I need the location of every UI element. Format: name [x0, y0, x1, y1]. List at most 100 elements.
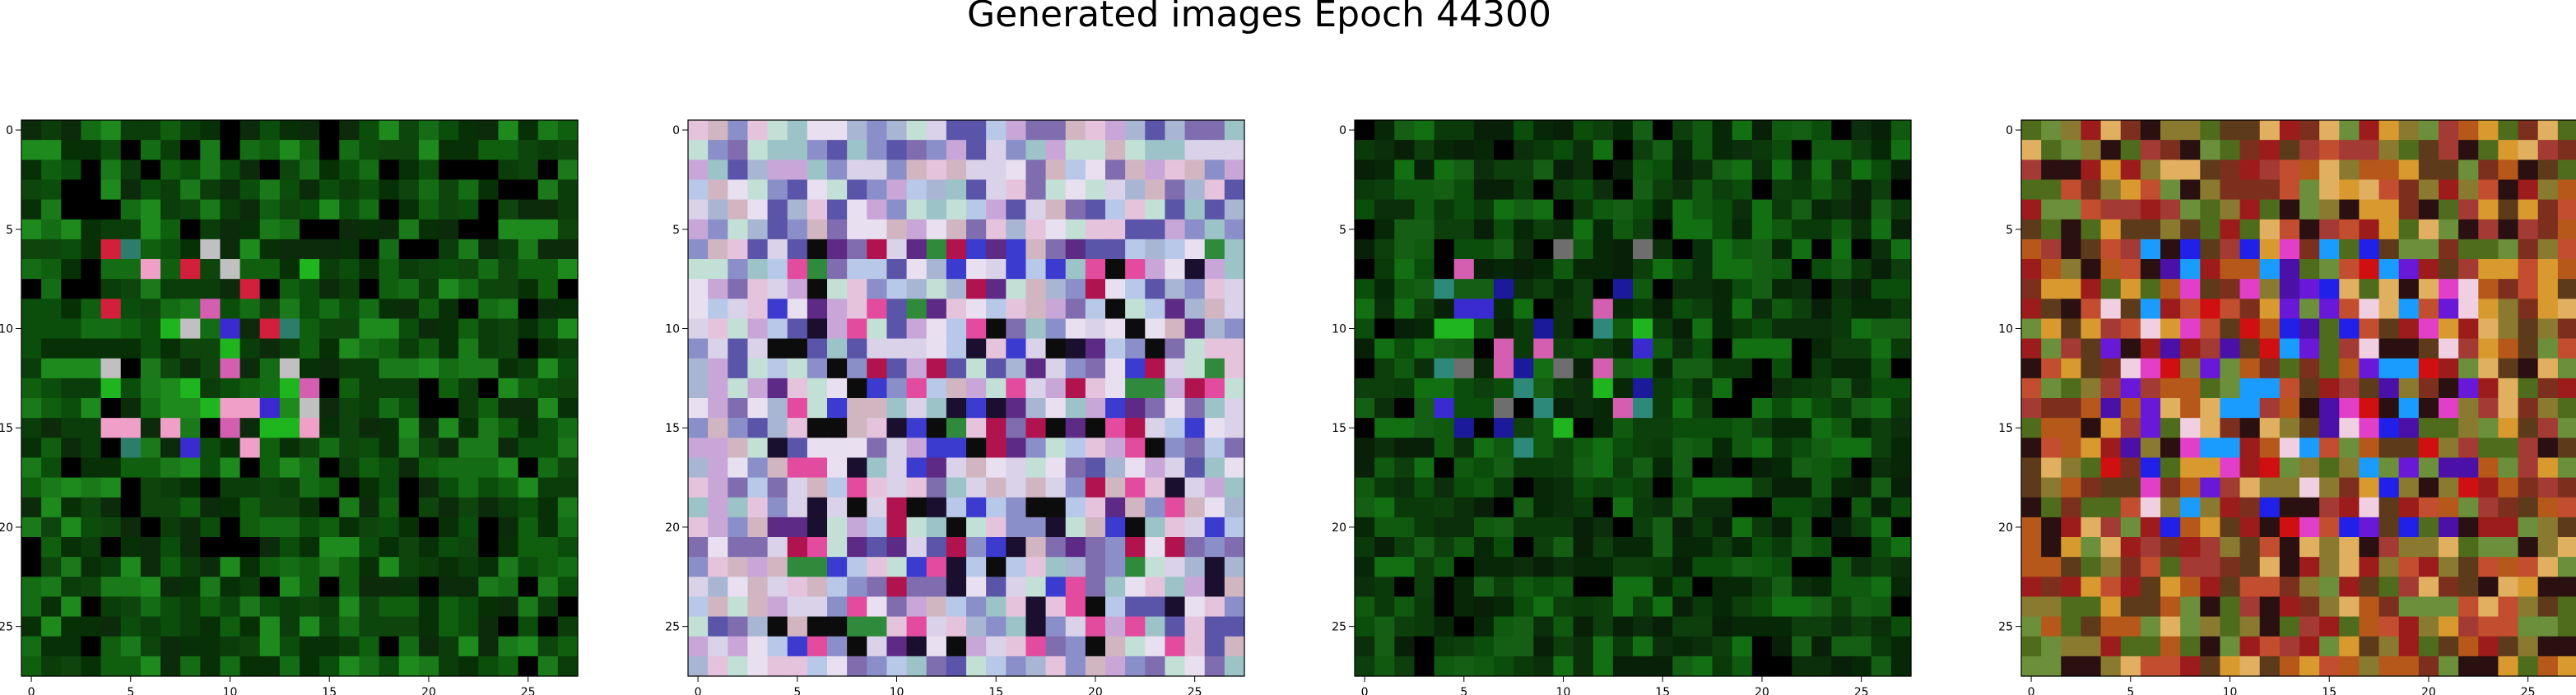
image-pixel: [1811, 418, 1833, 438]
image-pixel: [2259, 656, 2281, 677]
image-pixel: [100, 199, 122, 220]
image-pixel: [200, 318, 221, 340]
image-pixel: [498, 279, 519, 299]
image-pixel: [2339, 199, 2360, 220]
image-pixel: [2041, 199, 2062, 220]
image-pixel: [180, 140, 201, 160]
image-pixel: [2061, 438, 2082, 459]
image-pixel: [1105, 378, 1126, 399]
image-pixel: [100, 577, 122, 598]
image-pixel: [2458, 318, 2479, 340]
image-pixel: [2100, 398, 2122, 419]
image-pixel: [557, 299, 579, 320]
image-pixel: [2140, 477, 2161, 498]
image-pixel: [1871, 120, 1892, 141]
image-pixel: [1204, 418, 1225, 438]
image-pixel: [2180, 239, 2201, 260]
image-pixel: [379, 259, 400, 280]
image-pixel: [1065, 398, 1086, 419]
image-pixel: [1105, 239, 1126, 260]
image-pixel: [827, 517, 848, 538]
image-pixel: [2200, 259, 2221, 280]
image-pixel: [2537, 299, 2559, 320]
image-pixel: [1065, 477, 1086, 498]
image-pixel: [1204, 140, 1225, 160]
image-pixel: [2061, 497, 2082, 518]
image-pixel: [1494, 517, 1514, 538]
image-pixel: [2378, 378, 2400, 399]
image-pixel: [708, 239, 728, 260]
image-pixel: [827, 656, 848, 677]
image-pixel: [478, 299, 500, 320]
image-pixel: [2418, 616, 2439, 637]
image-pixel: [1871, 577, 1892, 598]
image-pixel: [1851, 616, 1872, 637]
image-pixel: [827, 140, 848, 160]
image-pixel: [1184, 418, 1206, 438]
image-pixel: [1045, 318, 1067, 340]
image-pixel: [1085, 497, 1106, 518]
image-pixel: [1653, 596, 1673, 618]
image-pixel: [708, 418, 728, 438]
image-pixel: [946, 656, 967, 677]
image-pixel: [2398, 239, 2420, 260]
image-pixel: [2021, 596, 2042, 618]
image-pixel: [2339, 596, 2360, 618]
image-pixel: [498, 199, 519, 220]
image-pixel: [2299, 279, 2320, 299]
image-pixel: [728, 656, 749, 677]
image-pixel: [259, 239, 281, 260]
image-pixel: [2140, 398, 2161, 419]
image-pixel: [41, 378, 62, 399]
image-pixel: [478, 636, 500, 657]
image-pixel: [1224, 656, 1245, 677]
image-pixel: [537, 219, 559, 240]
image-pixel: [2378, 160, 2400, 181]
image-pixel: [2021, 160, 2042, 181]
image-pixel: [379, 616, 400, 637]
image-pixel: [946, 636, 967, 657]
image-pixel: [1105, 616, 1126, 637]
image-pixel: [1792, 179, 1812, 201]
image-pixel: [1890, 557, 1912, 577]
image-pixel: [847, 358, 867, 379]
image-pixel: [120, 120, 142, 141]
image-pixel: [807, 557, 828, 577]
image-pixel: [2359, 358, 2380, 379]
image-pixel: [867, 299, 888, 320]
image-pixel: [1633, 537, 1653, 558]
image-pixel: [300, 398, 320, 419]
image-pixel: [1453, 398, 1475, 419]
image-pixel: [807, 179, 828, 201]
image-pixel: [2378, 318, 2400, 340]
image-pixel: [537, 517, 559, 538]
image-pixel: [200, 517, 221, 538]
image-pixel: [747, 497, 769, 518]
image-pixel: [1434, 120, 1455, 141]
image-pixel: [2160, 636, 2181, 657]
image-pixel: [1224, 497, 1245, 518]
image-pixel: [2239, 537, 2261, 558]
image-pixel: [906, 378, 928, 399]
image-pixel: [1514, 398, 1534, 419]
image-pixel: [2041, 577, 2062, 598]
image-pixel: [1871, 239, 1892, 260]
image-pixel: [398, 497, 420, 518]
image-pixel: [81, 279, 102, 299]
image-pixel: [1831, 299, 1853, 320]
image-pixel: [1871, 259, 1892, 280]
image-pixel: [2279, 378, 2300, 399]
image-pixel: [2458, 358, 2479, 379]
image-pixel: [2140, 656, 2161, 677]
image-pixel: [1145, 259, 1166, 280]
image-pixel: [1145, 219, 1166, 240]
image-pixel: [1633, 616, 1653, 637]
image-pixel: [1145, 457, 1166, 479]
image-pixel: [1494, 179, 1514, 201]
image-pixel: [1533, 636, 1555, 657]
image-pixel: [688, 358, 709, 379]
image-pixel: [1045, 557, 1067, 577]
image-pixel: [100, 497, 122, 518]
image-pixel: [2021, 557, 2042, 577]
image-pixel: [1204, 577, 1225, 598]
